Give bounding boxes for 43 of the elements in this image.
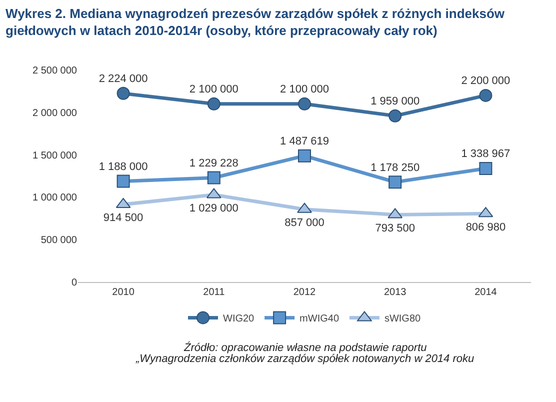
x-tick-label: 2012 <box>293 287 316 298</box>
point <box>388 176 402 189</box>
data-label: 1 959 000 <box>370 96 420 108</box>
data-label: 2 100 000 <box>280 84 329 96</box>
x-tick-label: 2010 <box>112 287 135 298</box>
data-label: 1 178 250 <box>370 162 420 174</box>
data-label: 806 980 <box>466 221 506 234</box>
data-label: 793 500 <box>375 222 415 234</box>
data-label: 914 500 <box>103 212 144 224</box>
point <box>479 162 492 175</box>
data-label: 857 000 <box>284 217 324 230</box>
y-tick-label: 2 500 000 <box>32 66 78 76</box>
y-tick-label: 500 000 <box>40 235 78 246</box>
point <box>116 86 130 100</box>
x-tick-label: 2014 <box>474 287 498 298</box>
y-tick-label: 1 000 000 <box>32 192 78 204</box>
data-label: 1 229 228 <box>189 158 238 170</box>
legend-label: WIG20 <box>223 314 255 325</box>
point <box>207 97 220 110</box>
point <box>298 149 311 162</box>
data-label: 1 487 619 <box>280 136 329 148</box>
point <box>297 202 312 213</box>
data-label: 1 338 967 <box>461 148 510 160</box>
point <box>298 97 311 110</box>
y-tick-label: 0 <box>71 278 78 288</box>
point <box>388 109 402 122</box>
text: Źródło: opracowanie własne na podstawie raportu <box>183 341 427 354</box>
data-label: 2 200 000 <box>461 75 510 88</box>
legend-label: sWIG80 <box>384 314 421 325</box>
chart-title: Wykres 2. Mediana wynagrodzeń prezesów zarządów spółek z różnych indeksów giełdowych w latach 2010-2014r (osoby, które przepracowały cały rok) <box>6 6 506 38</box>
data-label: 2 224 000 <box>98 73 148 86</box>
point <box>207 171 220 184</box>
x-tick-label: 2011 <box>203 287 226 298</box>
data-label: 1 029 000 <box>189 202 238 214</box>
y-tick-label: 2 000 000 <box>32 108 78 119</box>
point <box>479 88 492 102</box>
y-tick-label: 1 500 000 <box>32 150 78 162</box>
data-label: 2 100 000 <box>189 84 238 96</box>
point <box>116 174 130 188</box>
legend-label: mWIG40 <box>300 314 340 325</box>
text: „Wynagrodzenia członków zarządów spółek notowanych w 2014 roku <box>135 353 474 365</box>
data-label: 1 188 000 <box>98 161 148 174</box>
x-tick-label: 2013 <box>384 287 407 298</box>
